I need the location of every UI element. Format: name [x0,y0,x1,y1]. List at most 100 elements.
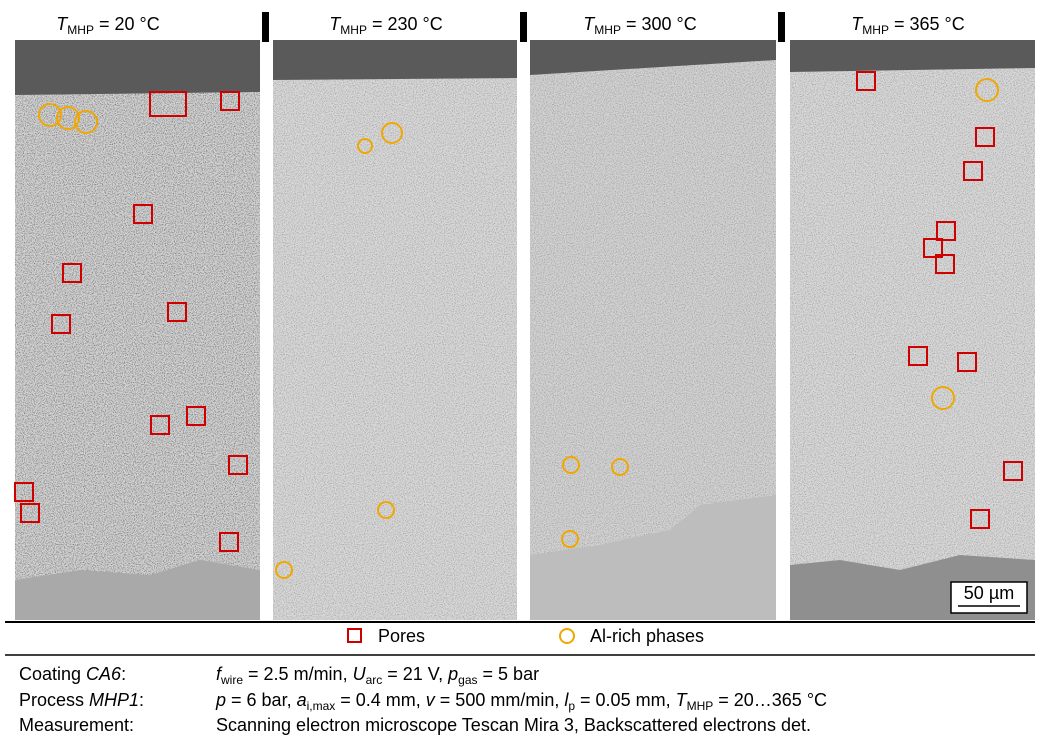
caption-value-part: gas [458,673,477,687]
caption-value-part: = 500 mm/min, [435,690,565,710]
caption-value-part: = 0.05 mm, [575,690,676,710]
caption-label-part: CA6 [86,664,122,684]
caption-value: fwire = 2.5 m/min, Uarc = 21 V, pgas = 5… [216,664,539,687]
substrate [15,560,260,620]
al-rich-marker [357,138,373,154]
al-rich-marker [611,458,629,476]
micrograph-texture [273,40,517,620]
caption-value-part: i,max [307,699,336,713]
separator [520,12,527,42]
caption-value-part: p [568,699,575,713]
panel-title-part: MHP [862,23,889,37]
pore-marker [923,238,943,258]
separator [778,12,785,42]
pore-marker [963,161,983,181]
markers [14,71,1028,644]
caption-value-part: f [216,664,223,684]
caption-label: Process MHP1: [19,690,144,710]
panel-title: TMHP = 365 °C [851,14,964,37]
pore-marker [1003,461,1023,481]
al-rich-marker [975,78,999,102]
pore-marker [970,509,990,529]
caption-value-part: U [353,664,367,684]
caption-value-part: l [564,690,569,710]
pore-marker [228,455,248,475]
embedding-resin [273,40,517,80]
pore-marker [149,91,187,117]
panel-title: TMHP = 20 °C [56,14,159,37]
caption-value-part: = 5 bar [478,664,540,684]
legend-label: Pores [378,626,425,646]
pore-marker [51,314,71,334]
caption-value-part: T [676,690,689,710]
legend-al [559,628,575,644]
caption-label-part: Measurement: [19,715,134,735]
al-rich-marker [56,106,80,130]
caption-value: p = 6 bar, ai,max = 0.4 mm, v = 500 mm/m… [215,690,827,713]
scale-box [950,581,1028,614]
pore-marker [167,302,187,322]
al-rich-marker [377,501,395,519]
caption-value-part: = 2.5 m/min, [243,664,353,684]
al-rich-marker [381,122,403,144]
embedding-resin [790,40,1035,72]
panel-title-part: MHP [67,23,94,37]
panel-title-part: T [851,14,864,34]
caption-value-part: Scanning electron microscope Tescan Mira… [216,715,811,735]
legend-pore [347,628,362,643]
panel-title-part: T [56,14,69,34]
pore-marker [856,71,876,91]
caption-label-part: Coating [19,664,86,684]
caption-value-part: wire [220,673,243,687]
substrate [530,495,776,620]
pore-marker [14,482,34,502]
caption-value-part: a [297,690,307,710]
al-rich-marker [275,561,293,579]
pore-marker [908,346,928,366]
legend-label: Al-rich phases [590,626,704,646]
caption-label-part: MHP1 [89,690,139,710]
embedding-resin [15,40,260,95]
pore-marker [150,415,170,435]
micrograph-texture [15,40,260,620]
pore-marker [62,263,82,283]
panel-title-part: = 230 °C [367,14,443,34]
panel-title-part: MHP [340,23,367,37]
panel-title-part: T [329,14,342,34]
al-rich-marker [562,456,580,474]
panel-title-part: MHP [594,23,621,37]
pore-marker [975,127,995,147]
panel-title-part: = 300 °C [621,14,697,34]
pore-marker [219,532,239,552]
caption-label-part: : [139,690,144,710]
scale-label: 50 µm [964,583,1014,603]
caption-value-part: MHP [687,699,714,713]
al-rich-marker [931,386,955,410]
pore-marker [936,221,956,241]
panel-title-part: = 365 °C [889,14,965,34]
pore-marker [957,352,977,372]
caption-value-part: = 20…365 °C [713,690,827,710]
pore-marker [133,204,153,224]
panel-title-part: T [583,14,596,34]
panel-title-part: = 20 °C [94,14,160,34]
caption-value-part: = 21 V, [382,664,448,684]
separator [262,12,269,42]
caption-value-part: arc [366,673,383,687]
caption-label-part: : [121,664,126,684]
micrograph-texture [790,40,1035,620]
panel-title: TMHP = 230 °C [329,14,442,37]
caption-value: Scanning electron microscope Tescan Mira… [216,715,811,735]
caption-value-part: p [215,690,226,710]
embedding-resin [530,40,776,75]
al-rich-marker [561,530,579,548]
caption-value-part: = 6 bar, [226,690,297,710]
caption-label: Coating CA6: [19,664,126,684]
micrographs [5,12,1035,656]
caption-label-part: Process [19,690,89,710]
caption-value-part: = 0.4 mm, [335,690,426,710]
caption-value-part: v [426,690,436,710]
pore-marker [20,503,40,523]
